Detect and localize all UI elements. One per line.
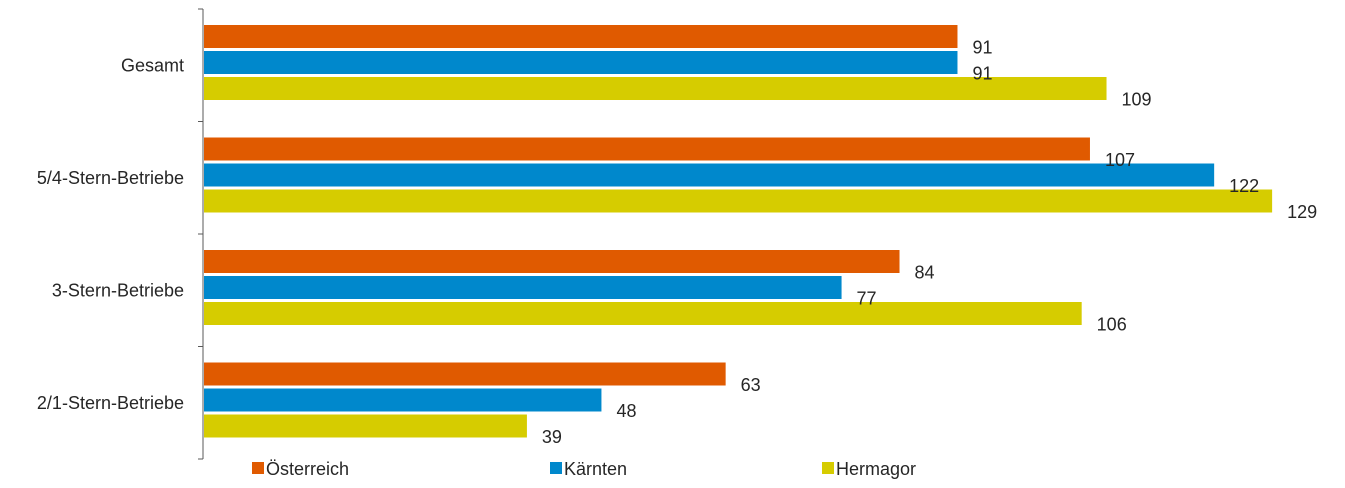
bar — [204, 414, 527, 438]
bar — [204, 302, 1082, 325]
legend-label: Österreich — [266, 459, 349, 479]
data-label: 109 — [1122, 90, 1152, 110]
category-label: Gesamt — [121, 55, 184, 75]
legend-swatch — [550, 462, 562, 474]
bar — [204, 25, 958, 48]
data-label: 77 — [857, 289, 877, 309]
data-label: 48 — [616, 401, 636, 421]
bar-layer — [204, 25, 1273, 438]
legend-label: Hermagor — [836, 459, 916, 479]
data-label: 84 — [915, 263, 935, 283]
bar — [204, 189, 1273, 213]
bar — [204, 137, 1090, 161]
data-label: 107 — [1105, 150, 1135, 170]
data-label: 91 — [972, 64, 992, 84]
bar — [204, 276, 842, 299]
bar — [204, 163, 1215, 187]
data-label: 39 — [542, 427, 562, 447]
data-label: 106 — [1097, 315, 1127, 335]
bar — [204, 77, 1107, 100]
data-label: 91 — [972, 38, 992, 58]
category-label: 5/4-Stern-Betriebe — [37, 168, 184, 188]
data-label: 129 — [1287, 202, 1317, 222]
category-label: 2/1-Stern-Betriebe — [37, 393, 184, 413]
label-layer: 91 91 109 107 122 129 84 77 106 63 48 39 — [542, 38, 1317, 448]
legend: Österreich Kärnten Hermagor — [252, 459, 916, 479]
legend-label: Kärnten — [564, 459, 627, 479]
category-label: 3-Stern-Betriebe — [52, 280, 184, 300]
bar — [204, 362, 726, 386]
axis-layer: Gesamt 5/4-Stern-Betriebe 3-Stern-Betriebe… — [37, 8, 204, 460]
data-label: 122 — [1229, 176, 1259, 196]
bar — [204, 51, 958, 74]
data-label: 63 — [741, 375, 761, 395]
legend-swatch — [252, 462, 264, 474]
bar — [204, 250, 900, 273]
legend-swatch — [822, 462, 834, 474]
bar — [204, 388, 602, 412]
